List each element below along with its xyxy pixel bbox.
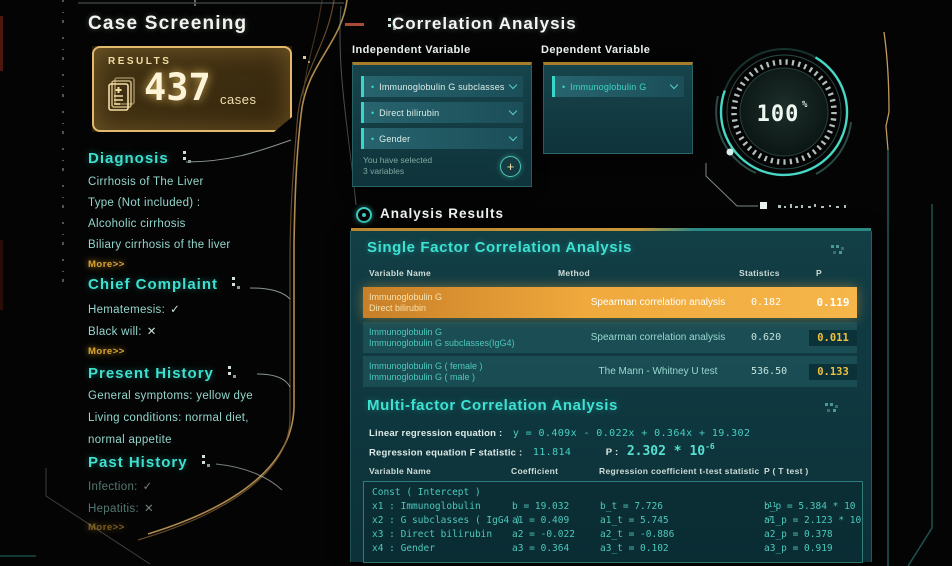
f-statistic-line: Regression equation F statistic : 11.814… [369,442,715,460]
table-row[interactable]: Immunoglobulin G ( female ) Immunoglobuli… [363,356,857,387]
linear-equation-line: Linear regression equation : y = 0.409x … [369,428,751,439]
independent-variable-label: Independent Variable [352,44,471,56]
heading-dots-decoration [201,461,205,464]
section-heading-chief-complaint: Chief Complaint [88,276,235,293]
section-heading-past-history: Past History [88,454,205,471]
present-history-item: normal appetite [88,434,172,446]
chief-complaint-item: Black will: ✕ [88,326,157,338]
p-exponent: -6 [705,442,715,451]
add-variable-button[interactable]: + [500,156,521,177]
column-header: P [816,268,822,278]
diagnosis-item: Type (Not included) : [88,197,201,209]
multi-factor-title: Multi-factor Correlation Analysis [367,397,618,414]
chevron-down-icon [508,132,518,142]
coefficient-table: Const ( Intercept ) x1 : Immunoglobulin … [363,481,863,563]
results-count: 437 [144,66,211,109]
column-header: Coefficient [511,466,559,476]
section-heading-present-history: Present History [88,365,231,382]
check-icon: ✓ [170,304,181,316]
past-history-more-link[interactable]: More>> [88,522,125,533]
title-dots-decoration [388,24,391,27]
analysis-results-panel: Single Factor Correlation Analysis Varia… [350,228,872,563]
chief-complaint-more-link[interactable]: More>> [88,346,125,357]
selection-note: You have selected 3 variables [363,155,433,176]
diagnosis-item: Biliary cirrhosis of the liver [88,239,231,251]
independent-variable-panel: • Immunoglobulin G subclasses • Direct b… [352,62,532,187]
column-header: Method [558,268,591,278]
dependent-dropdown[interactable]: • Immunoglobulin G [552,76,684,97]
table-row[interactable]: Immunoglobulin G Immunoglobulin G subclas… [363,322,857,353]
column-header: Regression coefficient t-test statistic [599,466,760,476]
cross-icon: ✕ [146,326,157,338]
title-dash-decoration [345,23,364,26]
independent-dropdown-3[interactable]: • Gender [361,128,523,149]
p-exponent: -11 [764,501,777,509]
results-card: RESULTS 437 cases [92,46,292,132]
dependent-variable-panel: • Immunoglobulin G [543,62,693,154]
diagnosis-item: Cirrhosis of The Liver [88,176,204,188]
table-row-selected[interactable]: Immunoglobulin G Direct bilirubin Spearma… [363,287,857,318]
single-factor-title: Single Factor Correlation Analysis [367,239,632,256]
panel-dots-decoration [831,245,834,248]
bullet-icon: • [371,133,375,144]
panel-dots-decoration [825,403,828,406]
present-history-item: General symptoms: yellow dye [88,390,253,402]
section-heading-diagnosis: Diagnosis [88,150,186,167]
independent-dropdown-2[interactable]: • Direct bilirubin [361,102,523,123]
gauge-unit: % [802,100,808,110]
heading-dots-decoration [227,372,231,375]
page-title: Case Screening [88,13,248,34]
analysis-results-heading: Analysis Results [380,206,505,221]
column-header: Statistics [739,268,780,278]
cross-icon: ✕ [143,503,154,515]
chevron-down-icon [669,80,679,90]
case-report-icon [106,76,140,116]
results-unit: cases [220,92,257,107]
dependent-variable-label: Dependent Variable [541,44,651,56]
diagnosis-item: Alcoholic cirrhosis [88,218,186,230]
correlation-analysis-title: Correlation Analysis [392,14,577,33]
past-history-item: Hepatitis: ✕ [88,503,154,515]
heading-dots-decoration [182,157,186,160]
check-icon: ✓ [142,481,153,493]
independent-dropdown-1[interactable]: • Immunoglobulin G subclasses [361,76,523,97]
heading-dots-decoration [232,283,235,286]
gauge-value: 100 [757,102,800,127]
chevron-down-icon [508,106,518,116]
progress-gauge: 100 % [715,48,852,177]
bullet-icon: • [562,81,566,92]
p-exponent: -7 [764,515,773,523]
column-header: Variable Name [369,466,432,476]
past-history-item: Infection: ✓ [88,481,153,493]
analysis-results-bullet-icon [356,207,372,223]
chevron-down-icon [508,80,518,90]
present-history-item: Living conditions: normal diet, [88,412,249,424]
column-header: P ( T test ) [764,466,809,476]
column-header: Variable Name [369,268,432,278]
bullet-icon: • [371,107,375,118]
bullet-icon: • [371,81,375,92]
diagnosis-more-link[interactable]: More>> [88,259,125,270]
chief-complaint-item: Hematemesis: ✓ [88,304,181,316]
